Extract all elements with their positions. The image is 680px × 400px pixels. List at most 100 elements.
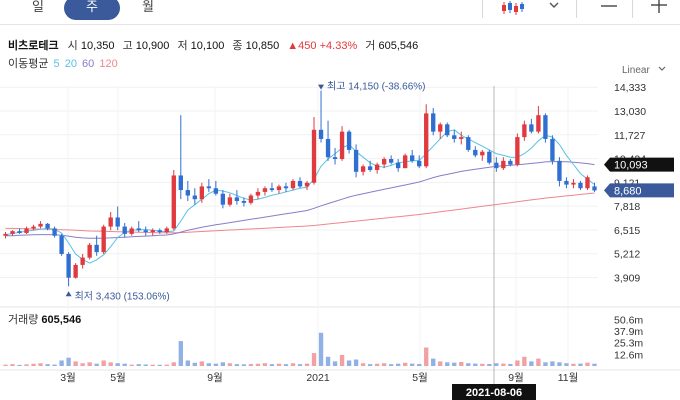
candle-body (255, 191, 261, 196)
volume-bar (17, 364, 22, 366)
candle-body (374, 164, 380, 170)
candle-body (304, 182, 310, 187)
candle-body (346, 131, 352, 150)
volume-bar (52, 364, 57, 366)
volume-bar (59, 360, 64, 366)
volume-bar (276, 363, 282, 366)
x-tick-label: 2021 (306, 372, 330, 384)
plus-icon[interactable] (650, 0, 668, 14)
volume-bar (10, 364, 15, 366)
volume-bar (459, 361, 464, 366)
moving-average-label: 이동평균 (8, 58, 49, 70)
candle-body (353, 149, 359, 172)
candle-body (10, 231, 15, 234)
candle-body (459, 137, 464, 139)
volume-bar (80, 363, 85, 366)
volume-tick-label: 50.6m (614, 314, 643, 326)
candle-body (360, 166, 366, 172)
chevron-down-icon[interactable] (548, 0, 560, 10)
tab-month[interactable]: 월 (142, 0, 154, 14)
volume-bar (515, 360, 520, 366)
volume-bar (3, 364, 8, 366)
volume-bars (3, 332, 597, 366)
volume-bar (410, 363, 415, 366)
volume-bar (592, 363, 597, 366)
high-value: 10,900 (135, 40, 170, 52)
candle-body (150, 230, 155, 233)
tab-day[interactable]: 일 (32, 0, 44, 14)
candle-body (248, 195, 254, 203)
volume-bar (367, 364, 373, 366)
max-annotation: 최고 14,150 (-38.66%) (327, 81, 425, 93)
volume-bar (529, 361, 534, 366)
volume-value: 605,546 (41, 314, 81, 326)
volume-value: 605,546 (378, 40, 419, 52)
volume-bar (466, 363, 471, 366)
volume-bar (269, 364, 275, 366)
candle-body (311, 129, 317, 183)
volume-bar (87, 362, 92, 366)
volume-bar (171, 362, 176, 366)
x-tick-label: 3월 (60, 372, 76, 384)
volume-bar (395, 363, 401, 366)
max-marker (318, 84, 325, 90)
volume-bar (178, 341, 183, 366)
volume-bar (122, 363, 127, 366)
candle-body (550, 138, 555, 161)
close-value: 10,850 (245, 40, 280, 52)
volume-bar (262, 363, 268, 366)
stock-name: 비츠로테크 (8, 40, 59, 52)
volume-bar (473, 363, 478, 366)
scale-label: Linear (622, 65, 650, 76)
volume-bar (115, 363, 120, 366)
candle-body (143, 230, 148, 233)
volume-bar (424, 347, 429, 366)
volume-bar (325, 356, 331, 366)
volume-bar (522, 356, 527, 366)
candle-body (339, 131, 345, 160)
volume-bar (374, 363, 380, 366)
last-price-badge: 8,680 (614, 185, 642, 197)
candle-body (480, 151, 485, 156)
candle-body (501, 160, 506, 169)
candle-body (388, 159, 394, 163)
last-price-badge-bg (604, 183, 674, 198)
candle-body (31, 226, 36, 229)
minus-icon[interactable] (600, 2, 618, 10)
toolbar-divider (576, 0, 577, 18)
candle-body (543, 115, 548, 139)
candle-body (522, 124, 527, 138)
tab-week[interactable]: 주 (64, 0, 120, 20)
candle-body (45, 223, 50, 229)
volume-bar (360, 363, 366, 366)
volume-bar (543, 362, 548, 366)
volume-bar (564, 363, 569, 366)
moving-average-legend[interactable]: 이동평균 5 20 60 120 (8, 55, 118, 71)
volume-bar (199, 361, 205, 366)
volume-bar (234, 364, 240, 366)
volume-bar (143, 364, 148, 366)
candle-body (494, 162, 499, 169)
candle-body (199, 186, 205, 200)
toolbar-divider (482, 0, 483, 18)
change-value: ▲450 (287, 40, 317, 52)
volume-bar (438, 361, 443, 366)
volume-bar (501, 363, 506, 366)
candle-body (185, 190, 190, 196)
candle-body (410, 155, 415, 161)
candlestick-icon[interactable] (500, 0, 526, 16)
candle-body (157, 230, 162, 233)
candle-body (276, 186, 282, 191)
candle-body (536, 115, 541, 132)
change-percent: +4.33% (319, 40, 358, 52)
scale-selector[interactable]: Linear (622, 65, 667, 76)
candle-body (283, 186, 289, 189)
volume-bar (417, 363, 422, 366)
candle-body (213, 188, 219, 194)
candle-body (417, 160, 422, 167)
candle-body (262, 188, 268, 192)
candle-body (466, 137, 471, 150)
open-value: 10,350 (80, 40, 115, 52)
x-tick-label: 11월 (558, 372, 579, 384)
